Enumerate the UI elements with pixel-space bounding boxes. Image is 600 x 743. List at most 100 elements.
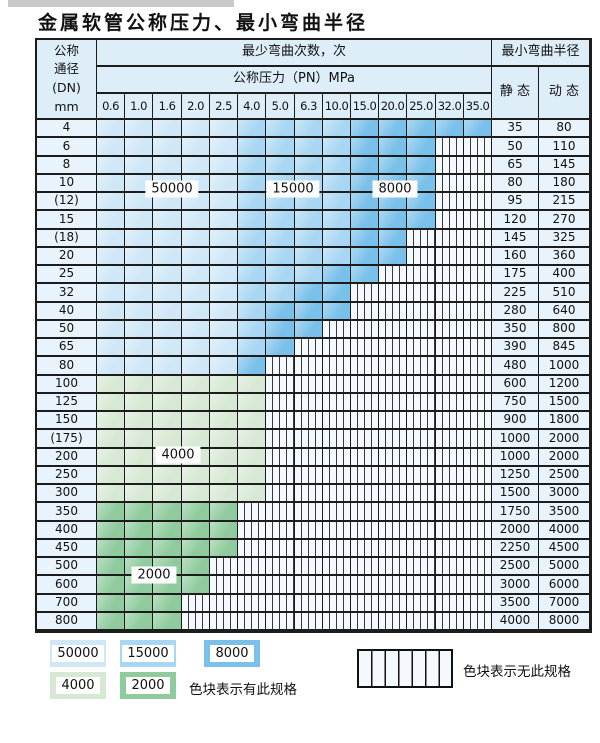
spec-cell	[153, 339, 182, 357]
spec-cell	[210, 248, 238, 266]
spec-cell	[210, 485, 238, 503]
dynamic-radius-cell: 1800	[539, 412, 590, 430]
legend-hatch-swatch	[357, 649, 453, 688]
no-spec-cell	[436, 175, 464, 193]
no-spec-cell	[407, 266, 436, 284]
spec-cell	[323, 120, 351, 138]
spec-cell	[97, 303, 125, 321]
no-spec-cell	[295, 485, 323, 503]
no-spec-cell	[238, 576, 266, 595]
no-spec-cell	[464, 357, 492, 376]
dn-cell: 150	[37, 412, 97, 430]
dn-cell: 25	[37, 266, 97, 284]
no-spec-cell	[436, 394, 464, 412]
no-spec-cell	[351, 576, 379, 595]
no-spec-cell	[379, 321, 407, 339]
no-spec-cell	[266, 503, 295, 522]
no-spec-cell	[379, 266, 407, 284]
no-spec-cell	[295, 576, 323, 595]
dynamic-radius-cell: 360	[539, 248, 590, 266]
dynamic-radius-cell: 5000	[539, 558, 590, 576]
spec-cell	[182, 284, 210, 303]
no-spec-cell	[407, 595, 436, 613]
dn-cell: (175)	[37, 430, 97, 449]
spec-cell	[182, 193, 210, 211]
spec-cell	[125, 157, 153, 175]
spec-cell	[125, 303, 153, 321]
no-spec-cell	[407, 376, 436, 394]
static-radius-cell: 1000	[492, 430, 539, 449]
no-spec-cell	[407, 540, 436, 558]
spec-cell	[182, 230, 210, 248]
no-spec-cell	[436, 412, 464, 430]
spec-cell	[238, 412, 266, 430]
spec-cell	[125, 449, 153, 467]
no-spec-cell	[407, 412, 436, 430]
no-spec-cell	[436, 376, 464, 394]
static-radius-cell: 145	[492, 230, 539, 248]
spec-cell	[238, 193, 266, 211]
spec-cell	[238, 303, 266, 321]
no-spec-cell	[351, 522, 379, 540]
spec-cell	[125, 467, 153, 485]
dynamic-radius-cell: 640	[539, 303, 590, 321]
no-spec-cell	[238, 540, 266, 558]
no-spec-cell	[351, 485, 379, 503]
no-spec-cell	[266, 357, 295, 376]
no-spec-cell	[464, 303, 492, 321]
spec-cell	[97, 576, 125, 595]
no-spec-cell	[351, 376, 379, 394]
spec-cell	[379, 230, 407, 248]
dynamic-radius-cell: 1000	[539, 357, 590, 376]
no-spec-cell	[379, 576, 407, 595]
spec-cell	[153, 357, 182, 376]
spec-cell	[210, 430, 238, 449]
spec-cell	[210, 503, 238, 522]
static-radius-cell: 600	[492, 376, 539, 394]
spec-cell	[210, 321, 238, 339]
no-spec-cell	[407, 522, 436, 540]
no-spec-cell	[379, 558, 407, 576]
no-spec-cell	[436, 449, 464, 467]
spec-cell	[97, 266, 125, 284]
no-spec-cell	[323, 485, 351, 503]
spec-cell	[266, 138, 295, 157]
no-spec-cell	[295, 503, 323, 522]
dynamic-radius-cell: 325	[539, 230, 590, 248]
no-spec-cell	[323, 376, 351, 394]
spec-cell	[125, 248, 153, 266]
spec-cell	[182, 558, 210, 576]
spec-cell	[238, 430, 266, 449]
no-spec-cell	[464, 467, 492, 485]
spec-cell	[182, 120, 210, 138]
spec-cell	[266, 321, 295, 339]
dynamic-radius-cell: 145	[539, 157, 590, 175]
header-pressure-10.0: 10.0	[323, 94, 351, 120]
spec-cell	[295, 211, 323, 230]
legend-swatch-label: 15000	[122, 645, 174, 662]
no-spec-cell	[436, 576, 464, 595]
spec-cell	[266, 284, 295, 303]
spec-cell	[153, 211, 182, 230]
spec-cell	[97, 193, 125, 211]
spec-cell	[182, 321, 210, 339]
spec-cell	[125, 211, 153, 230]
no-spec-cell	[295, 412, 323, 430]
dn-cell: 125	[37, 394, 97, 412]
no-spec-cell	[351, 339, 379, 357]
no-spec-cell	[379, 376, 407, 394]
no-spec-cell	[266, 394, 295, 412]
header-nominal-pressure: 公称压力（PN）MPa	[97, 67, 492, 94]
no-spec-cell	[464, 230, 492, 248]
header-pressure-2.0: 2.0	[182, 94, 210, 120]
spec-cell	[182, 138, 210, 157]
no-spec-cell	[464, 558, 492, 576]
no-spec-cell	[436, 266, 464, 284]
static-radius-cell: 80	[492, 175, 539, 193]
no-spec-cell	[351, 303, 379, 321]
no-spec-cell	[238, 613, 266, 631]
header-dn-line: 通径	[53, 61, 79, 77]
spec-cell	[125, 412, 153, 430]
no-spec-cell	[210, 595, 238, 613]
